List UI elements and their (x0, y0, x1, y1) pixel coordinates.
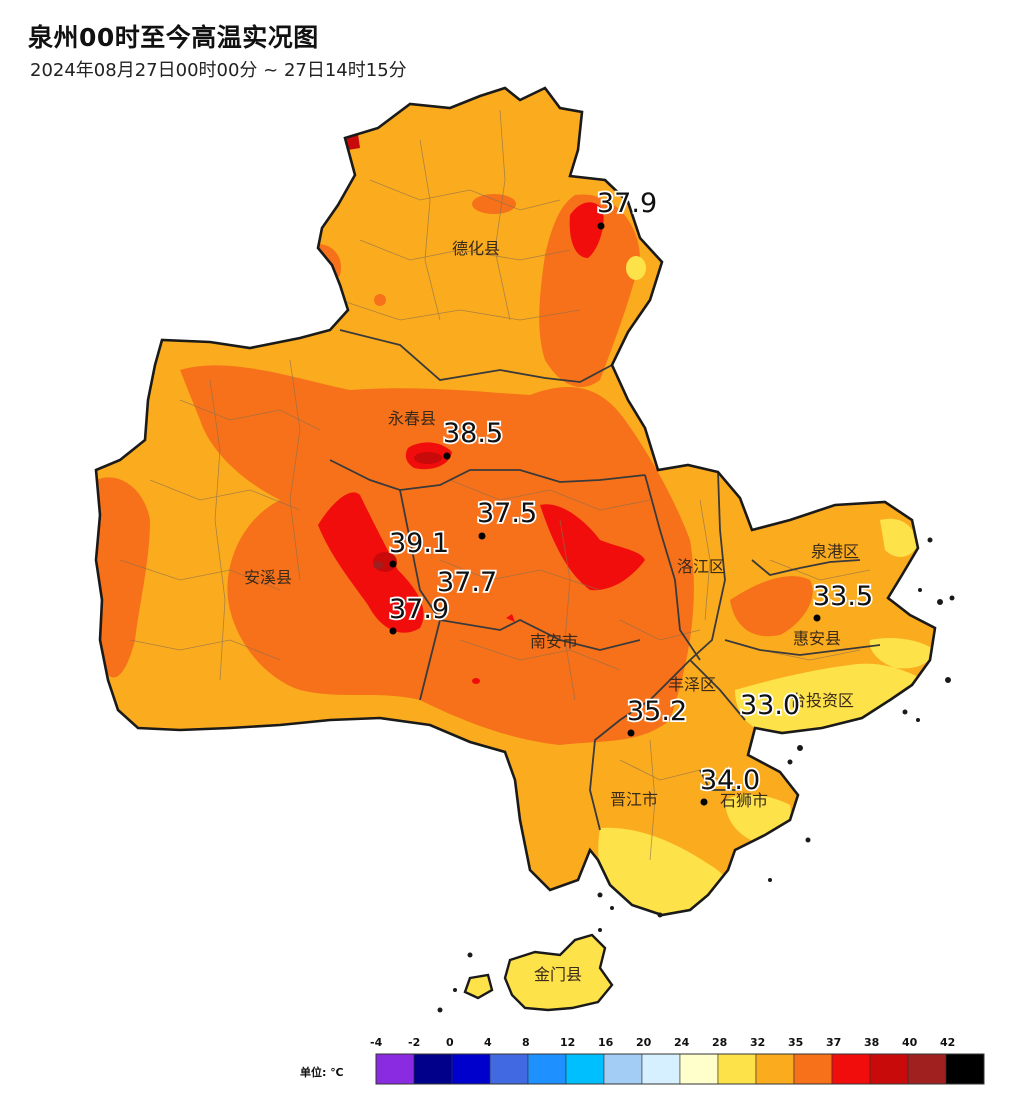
place-jinjiang: 晋江市 (610, 790, 658, 809)
station-values: 37.9 38.5 37.5 39.1 37.7 37.9 33.5 35.2 … (387, 186, 875, 798)
legend-swatch (565, 1053, 605, 1085)
station-value-anxi-mid: 37.7 (437, 567, 497, 598)
legend-tick-label: 12 (560, 1036, 575, 1049)
place-jinmen: 金门县 (534, 965, 582, 984)
legend-unit-label: 单位: ℃ (300, 1065, 344, 1079)
legend-swatch (945, 1053, 985, 1085)
station-value-yongchun: 38.5 (443, 418, 503, 449)
place-yongchun: 永春县 (388, 409, 436, 428)
place-fengze: 丰泽区 (668, 675, 716, 694)
legend-tick-label: 0 (446, 1036, 454, 1049)
legend-tick-label: 16 (598, 1036, 614, 1049)
station-value-shishi: 34.0 (700, 765, 760, 796)
station-dot-licheng (627, 729, 635, 737)
station-dots (389, 222, 821, 806)
legend-swatch (375, 1053, 415, 1085)
place-quangang: 泉港区 (811, 542, 859, 561)
legend-tick-label: 28 (712, 1036, 727, 1049)
place-shishi: 石狮市 (720, 791, 768, 810)
station-value-touziqu: 33.0 (740, 690, 800, 721)
station-value-anxi-east: 39.1 (389, 528, 449, 559)
place-dehua: 德化县 (452, 239, 500, 258)
legend-tick-label: 37 (826, 1036, 841, 1049)
legend-tick-label: 38 (864, 1036, 879, 1049)
legend-swatch (603, 1053, 643, 1085)
place-anxi: 安溪县 (244, 568, 292, 587)
map-title: 泉州00时至今高温实况图 (28, 23, 319, 52)
legend-swatch (489, 1053, 529, 1085)
station-dot-anxi-south (389, 627, 397, 635)
legend-tick-label: 4 (484, 1036, 492, 1049)
legend-swatch (755, 1053, 795, 1085)
map-subtitle: 2024年08月27日00时00分 ~ 27日14时15分 (30, 60, 407, 81)
station-value-licheng: 35.2 (627, 696, 687, 727)
legend-swatches (375, 1053, 985, 1085)
legend-swatch (641, 1053, 681, 1085)
legend-swatch (869, 1053, 909, 1085)
legend-ticks: -4 -2 0 4 8 12 16 20 24 28 32 35 37 38 40 42 (370, 1036, 955, 1049)
place-huian: 惠安县 (793, 629, 841, 648)
legend-tick-label: 24 (674, 1036, 690, 1049)
legend-swatch (793, 1053, 833, 1085)
legend-swatch (717, 1053, 757, 1085)
legend-swatch (527, 1053, 567, 1085)
legend-swatch (451, 1053, 491, 1085)
station-dot-anxi-east (389, 560, 397, 568)
legend-swatch (831, 1053, 871, 1085)
legend-tick-label: 8 (522, 1036, 530, 1049)
station-dot-yongchun (443, 452, 451, 460)
legend-tick-label: 32 (750, 1036, 765, 1049)
legend-swatch (413, 1053, 453, 1085)
legend-tick-label: 20 (636, 1036, 652, 1049)
station-dot-center (478, 532, 486, 540)
legend-swatch (907, 1053, 947, 1085)
small-islands (437, 537, 955, 1013)
legend-tick-label: 42 (940, 1036, 955, 1049)
station-value-dehua-ne: 37.9 (597, 188, 657, 219)
county-boundaries (329, 329, 881, 831)
station-dot-dehua-ne (597, 222, 605, 230)
place-luojiang: 洛江区 (677, 557, 725, 576)
station-value-anxi-south: 37.9 (389, 594, 449, 625)
township-boundaries (119, 109, 871, 861)
color-legend: 单位: ℃ -4 -2 0 4 8 12 16 20 24 28 32 35 37 38 40 42 (300, 1036, 985, 1085)
legend-tick-label: -4 (370, 1036, 383, 1049)
legend-frame (375, 1053, 985, 1085)
legend-swatch (679, 1053, 719, 1085)
station-value-huian: 33.5 (813, 581, 873, 612)
place-labels: 德化县 永春县 安溪县 南安市 洛江区 泉港区 惠安县 丰泽区 台投资区 晋江市… (244, 239, 859, 984)
station-value-center: 37.5 (477, 498, 537, 529)
legend-tick-label: 40 (902, 1036, 918, 1049)
legend-tick-label: 35 (788, 1036, 803, 1049)
legend-tick-label: -2 (408, 1036, 420, 1049)
place-nanan: 南安市 (530, 632, 578, 651)
station-dot-huian (813, 614, 821, 622)
station-dot-shishi (700, 798, 708, 806)
place-touziqu: 台投资区 (790, 691, 854, 710)
